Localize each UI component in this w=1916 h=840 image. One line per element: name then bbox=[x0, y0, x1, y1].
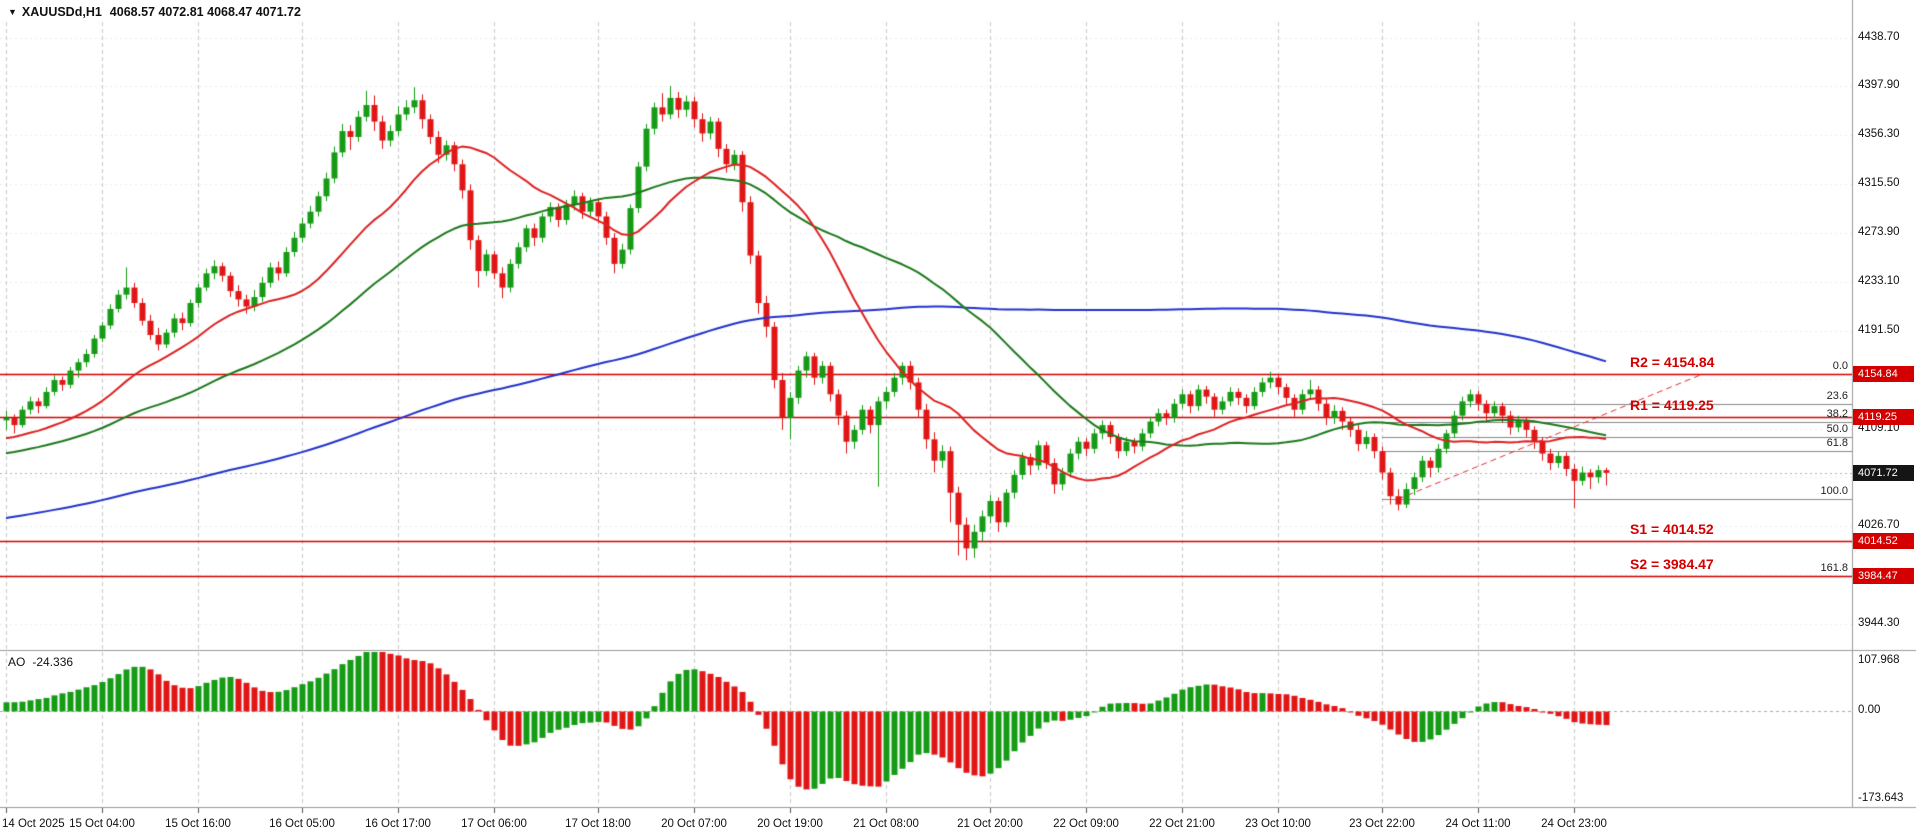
price-axis-label: 4026.70 bbox=[1858, 519, 1900, 532]
time-axis-label: 16 Oct 05:00 bbox=[269, 818, 335, 830]
time-axis-label: 22 Oct 21:00 bbox=[1149, 818, 1215, 830]
fib-level-label: 38.2 bbox=[1826, 407, 1848, 420]
time-axis-label: 21 Oct 08:00 bbox=[853, 818, 919, 830]
fib-level-label: 161.8 bbox=[1820, 562, 1848, 575]
price-axis-label: 4315.50 bbox=[1858, 176, 1900, 189]
time-axis-label: 20 Oct 07:00 bbox=[661, 818, 727, 830]
time-axis-label: 22 Oct 09:00 bbox=[1053, 818, 1119, 830]
price-axis-label: 4438.70 bbox=[1858, 30, 1900, 43]
indicator-value: -24.336 bbox=[32, 655, 74, 669]
level-price-box: 4119.25 bbox=[1853, 408, 1914, 425]
time-axis-label: 23 Oct 22:00 bbox=[1349, 818, 1415, 830]
time-axis-label: 14 Oct 2025 bbox=[2, 818, 65, 830]
level-price-box: 4154.84 bbox=[1853, 366, 1914, 383]
time-axis-label: 17 Oct 06:00 bbox=[461, 818, 527, 830]
time-axis-label: 24 Oct 23:00 bbox=[1541, 818, 1607, 830]
time-axis-label: 15 Oct 04:00 bbox=[69, 818, 135, 830]
price-axis-label: 3944.30 bbox=[1858, 616, 1900, 629]
price-axis-label: 4233.10 bbox=[1858, 274, 1900, 287]
level-price-box: 3984.47 bbox=[1853, 568, 1914, 585]
indicator-axis-min: -173.643 bbox=[1858, 792, 1904, 804]
price-axis[interactable] bbox=[1853, 0, 1916, 808]
sr-level-label: S2 = 3984.47 bbox=[1630, 556, 1714, 573]
symbol-info: ▼ XAUUSDd,H1 4068.57 4072.81 4068.47 4071.… bbox=[8, 5, 301, 19]
level-price-box: 4014.52 bbox=[1853, 532, 1914, 549]
indicator-name: AO bbox=[8, 655, 26, 669]
symbol-dropdown-icon[interactable]: ▼ bbox=[8, 7, 17, 17]
time-axis-label: 23 Oct 10:00 bbox=[1245, 818, 1311, 830]
indicator-axis-max: 107.968 bbox=[1858, 654, 1900, 666]
price-axis-label: 4273.90 bbox=[1858, 226, 1900, 239]
current-price-box: 4071.72 bbox=[1853, 464, 1914, 481]
time-axis-label: 17 Oct 18:00 bbox=[565, 818, 631, 830]
price-axis-label: 4109.10 bbox=[1858, 421, 1900, 434]
fib-level-label: 50.0 bbox=[1826, 422, 1848, 435]
price-axis-label: 4356.30 bbox=[1858, 128, 1900, 141]
time-axis-label: 21 Oct 20:00 bbox=[957, 818, 1023, 830]
sr-level-label: S1 = 4014.52 bbox=[1630, 520, 1714, 537]
indicator-axis-zero: 0.00 bbox=[1858, 704, 1881, 717]
indicator-title: AO -24.336 bbox=[8, 655, 73, 669]
time-axis-label: 20 Oct 19:00 bbox=[757, 818, 823, 830]
time-axis-label: 24 Oct 11:00 bbox=[1445, 818, 1511, 830]
sr-level-label: R1 = 4119.25 bbox=[1630, 396, 1714, 413]
symbol-title: XAUUSDd,H1 bbox=[21, 5, 102, 19]
symbol-ohlc: 4068.57 4072.81 4068.47 4071.72 bbox=[109, 5, 301, 19]
price-axis-label: 4397.90 bbox=[1858, 79, 1900, 92]
fib-level-label: 100.0 bbox=[1820, 485, 1848, 498]
price-axis-label: 4191.50 bbox=[1858, 323, 1900, 336]
sr-level-label: R2 = 4154.84 bbox=[1630, 354, 1715, 371]
fib-level-label: 61.8 bbox=[1826, 437, 1848, 450]
fib-level-label: 0.0 bbox=[1832, 360, 1848, 373]
time-axis-label: 16 Oct 17:00 bbox=[365, 818, 431, 830]
time-axis-label: 15 Oct 16:00 bbox=[165, 818, 231, 830]
fib-level-label: 23.6 bbox=[1826, 389, 1848, 402]
